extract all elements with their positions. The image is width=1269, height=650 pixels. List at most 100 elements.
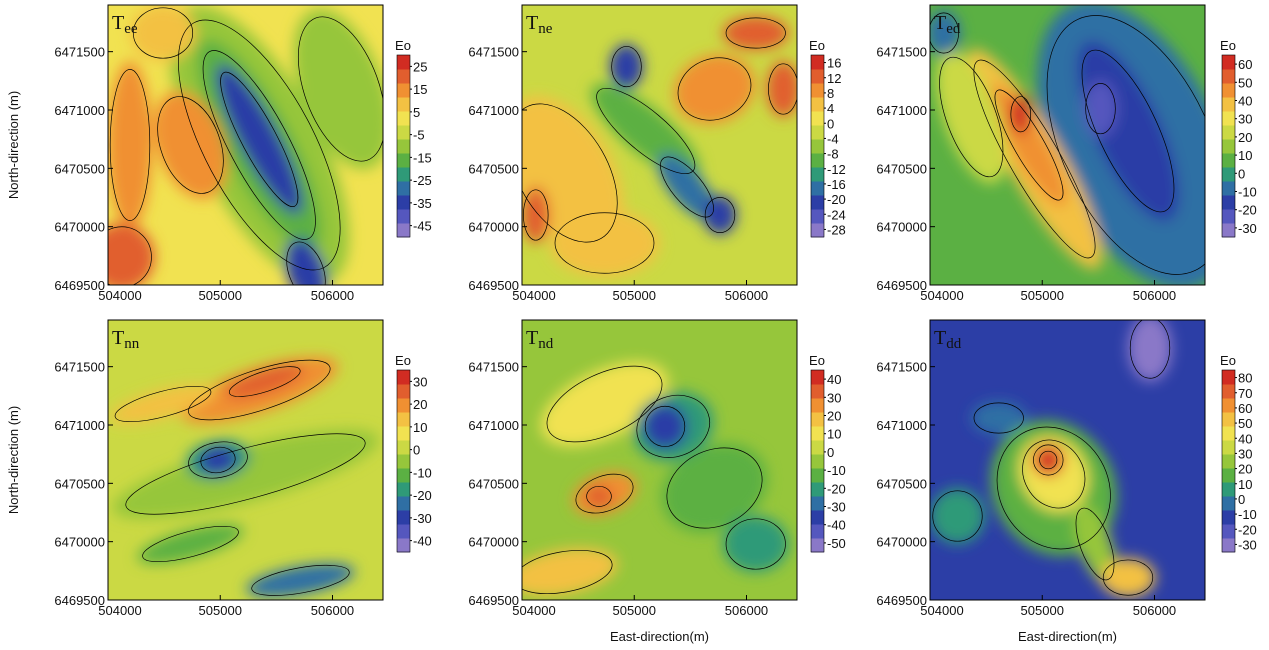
contour-line bbox=[1010, 96, 1031, 133]
colorbar-tick-label: -10 bbox=[1238, 185, 1257, 200]
colorbar-band bbox=[1222, 181, 1235, 196]
colorbar-band bbox=[1222, 195, 1235, 210]
field-blob bbox=[225, 364, 305, 399]
colorbar-band bbox=[397, 440, 410, 455]
contour-line bbox=[1085, 83, 1116, 135]
colorbar-band bbox=[1222, 209, 1235, 224]
field-blob bbox=[522, 547, 618, 597]
colorbar-band bbox=[811, 97, 824, 112]
field-blob bbox=[930, 10, 961, 56]
colorbar-band bbox=[1222, 440, 1235, 455]
plot-frame bbox=[521, 319, 798, 601]
y-tick-label: 6470000 bbox=[468, 220, 519, 235]
contour-line bbox=[725, 17, 786, 49]
y-tick-label: 6471000 bbox=[876, 103, 927, 118]
colorbar-band bbox=[1222, 468, 1235, 483]
colorbar-band bbox=[397, 125, 410, 140]
field-blob bbox=[1038, 450, 1058, 470]
colorbar-tick-label: 0 bbox=[827, 445, 834, 460]
colorbar-band bbox=[397, 209, 410, 224]
plot-frame bbox=[929, 4, 1206, 286]
colorbar-tick-label: 20 bbox=[1238, 130, 1252, 145]
contour-line bbox=[586, 485, 612, 507]
field-blob bbox=[722, 16, 789, 50]
colorbar-band bbox=[811, 209, 824, 224]
field-blob bbox=[1073, 504, 1117, 584]
colorbar-tick-label: 80 bbox=[1238, 371, 1252, 386]
field-blob bbox=[585, 485, 613, 508]
colorbar-band bbox=[397, 153, 410, 168]
colorbar-band bbox=[1222, 97, 1235, 112]
field-blob bbox=[108, 223, 155, 285]
colorbar-tick-label: 30 bbox=[413, 374, 427, 389]
colorbar-band bbox=[397, 55, 410, 70]
panel: Tdd 504000 505000 506000 6469500 6470000 64705… bbox=[876, 319, 1257, 644]
colorbar-band bbox=[1222, 482, 1235, 497]
contour-line bbox=[973, 402, 1024, 434]
contour-line bbox=[996, 426, 1111, 550]
panel-title-sub: dd bbox=[946, 336, 962, 352]
field-blobs bbox=[108, 5, 383, 285]
field-blob bbox=[936, 50, 1007, 184]
colorbar-tick-label: -30 bbox=[1238, 221, 1257, 236]
colorbar-band bbox=[811, 167, 824, 182]
contour-line bbox=[611, 46, 642, 88]
colorbar-tick-label: -4 bbox=[827, 131, 839, 146]
field-blob bbox=[930, 488, 985, 544]
colorbar-band bbox=[1222, 153, 1235, 168]
colorbar-tick-label: -20 bbox=[1238, 522, 1257, 537]
colorbar-band bbox=[1222, 139, 1235, 154]
contour-line bbox=[251, 564, 350, 596]
panel: Tee 504000 505000 506000 6469500 6470000 64705… bbox=[6, 4, 432, 303]
colorbar-band bbox=[1222, 510, 1235, 525]
colorbar-band bbox=[397, 426, 410, 441]
colorbar-tick-label: -16 bbox=[827, 177, 846, 192]
colorbar-tick-label: 20 bbox=[827, 409, 841, 424]
plot-frame bbox=[107, 319, 384, 601]
contour-line bbox=[1075, 507, 1115, 581]
contour-line bbox=[200, 446, 236, 474]
colorbar-band bbox=[397, 181, 410, 196]
colorbar-tick-label: -30 bbox=[1238, 537, 1257, 552]
y-tick-label: 6470000 bbox=[876, 535, 927, 550]
contour-line bbox=[108, 226, 152, 285]
y-tick-label: 6471000 bbox=[54, 103, 105, 118]
y-tick-label: 6470500 bbox=[876, 161, 927, 176]
colorbar-tick-label: 40 bbox=[1238, 94, 1252, 109]
contour-line bbox=[930, 12, 959, 54]
field-blob bbox=[108, 61, 152, 229]
colorbar-tick-label: -20 bbox=[827, 192, 846, 207]
y-tick-label: 6471000 bbox=[468, 103, 519, 118]
colorbar-tick-label: -40 bbox=[413, 534, 432, 549]
y-tick-label: 6470500 bbox=[876, 476, 927, 491]
colorbar-band bbox=[811, 153, 824, 168]
colorbar-frame bbox=[810, 54, 825, 238]
colorbar-band bbox=[811, 398, 824, 413]
colorbar-band bbox=[397, 496, 410, 511]
colorbar-band bbox=[1222, 426, 1235, 441]
colorbar-band bbox=[811, 111, 824, 126]
y-tick-label: 6469500 bbox=[876, 278, 927, 293]
field-blob bbox=[137, 524, 244, 564]
field-blob bbox=[284, 238, 328, 285]
colorbar-band bbox=[811, 496, 824, 511]
colorbar-tick-label: 8 bbox=[827, 86, 834, 101]
contour-line bbox=[932, 490, 983, 542]
field-blobs bbox=[109, 356, 379, 598]
contour-line bbox=[114, 385, 212, 423]
colorbar-band bbox=[397, 139, 410, 154]
colorbar-band bbox=[397, 468, 410, 483]
panel-title-main: T bbox=[112, 12, 124, 34]
colorbar-label: Eo bbox=[1220, 353, 1236, 368]
y-tick-label: 6470000 bbox=[876, 220, 927, 235]
y-tick-label: 6471500 bbox=[876, 45, 927, 60]
field bbox=[930, 320, 1205, 600]
panel-title: Tee bbox=[112, 12, 138, 37]
panel-title: Ted bbox=[934, 12, 961, 37]
panel-title-sub: ee bbox=[124, 21, 138, 37]
contour-line bbox=[220, 71, 299, 207]
contour-line bbox=[554, 212, 655, 274]
colorbar-tick-label: -24 bbox=[827, 207, 846, 222]
y-tick-label: 6470500 bbox=[54, 161, 105, 176]
contour-line bbox=[142, 525, 239, 563]
